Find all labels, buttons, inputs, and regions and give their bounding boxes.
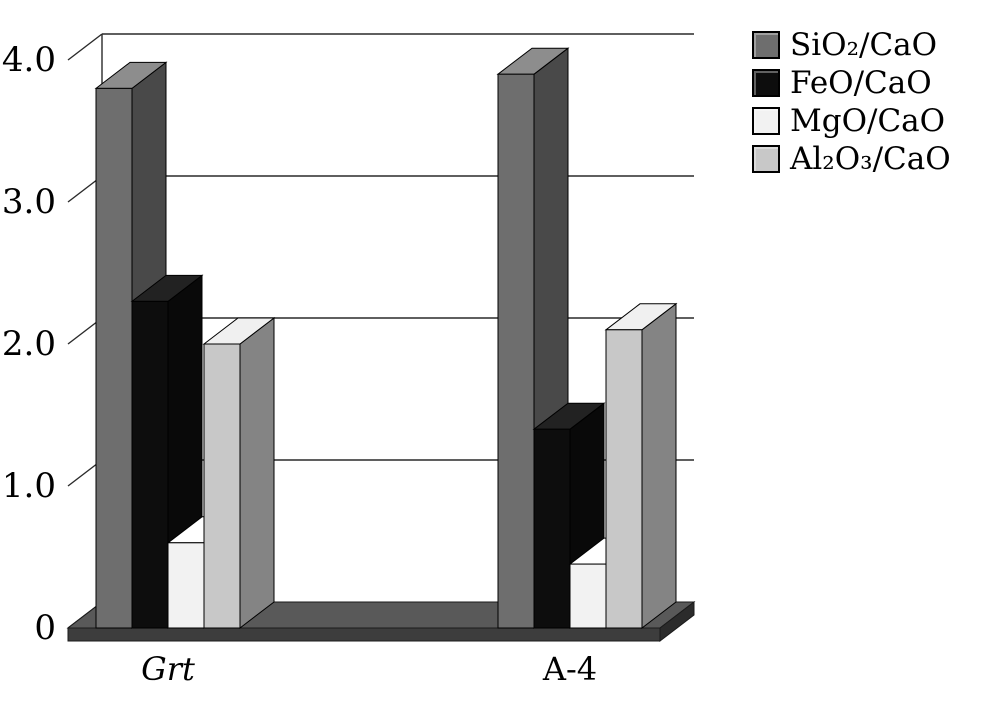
legend-label-mgo: MgO/CaO [790,103,946,139]
legend-swatch-feo [752,69,780,97]
y-tick-label: 1.0 [2,466,56,506]
category-label: A-4 [542,650,597,688]
category-label: Grt [141,650,195,688]
legend-item-sio2: SiO₂/CaO [752,26,951,64]
y-tick-label: 3.0 [2,182,56,222]
legend-label-sio2: SiO₂/CaO [790,27,938,63]
legend-item-al2o3: Al₂O₃/CaO [752,140,951,178]
legend-label-feo: FeO/CaO [790,65,932,101]
y-tick-label: 2.0 [2,324,56,364]
legend-item-mgo: MgO/CaO [752,102,951,140]
legend-swatch-al2o3 [752,145,780,173]
chart-legend: SiO₂/CaO FeO/CaO MgO/CaO Al₂O₃/CaO [752,26,951,178]
y-tick-label: 4.0 [2,40,56,80]
legend-swatch-sio2 [752,31,780,59]
legend-item-feo: FeO/CaO [752,64,951,102]
y-tick-label: 0 [34,608,56,648]
legend-label-al2o3: Al₂O₃/CaO [790,141,951,177]
legend-swatch-mgo [752,107,780,135]
